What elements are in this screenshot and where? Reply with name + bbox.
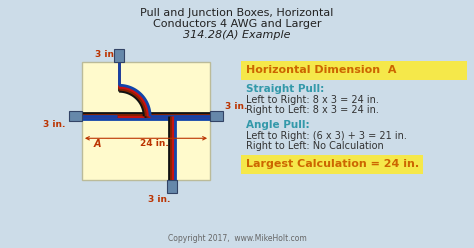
- Text: 24 in.: 24 in.: [140, 139, 168, 148]
- Bar: [82, 62, 210, 180]
- Bar: [210, 111, 223, 121]
- Text: Largest Calculation = 24 in.: Largest Calculation = 24 in.: [246, 159, 419, 169]
- Bar: [69, 111, 82, 121]
- FancyBboxPatch shape: [241, 61, 467, 80]
- Text: 3 in.: 3 in.: [95, 50, 118, 59]
- Text: Right to Left: No Calculation: Right to Left: No Calculation: [246, 141, 384, 151]
- Text: Pull and Junction Boxes, Horizontal: Pull and Junction Boxes, Horizontal: [140, 8, 334, 18]
- Text: Conductors 4 AWG and Larger: Conductors 4 AWG and Larger: [153, 19, 321, 29]
- Text: 3 in.: 3 in.: [43, 120, 65, 129]
- Text: A: A: [94, 139, 101, 149]
- Text: Angle Pull:: Angle Pull:: [246, 120, 310, 130]
- Text: 314.28(A) Example: 314.28(A) Example: [183, 30, 291, 40]
- Text: 3 in.: 3 in.: [225, 102, 247, 111]
- Bar: [114, 49, 124, 62]
- Text: 3 in.: 3 in.: [147, 194, 170, 204]
- Bar: [166, 180, 177, 193]
- FancyBboxPatch shape: [241, 155, 423, 174]
- Text: Left to Right: 8 x 3 = 24 in.: Left to Right: 8 x 3 = 24 in.: [246, 95, 379, 105]
- Text: Horizontal Dimension  A: Horizontal Dimension A: [246, 65, 396, 75]
- Text: Straight Pull:: Straight Pull:: [246, 84, 324, 94]
- Text: Right to Left: 8 x 3 = 24 in.: Right to Left: 8 x 3 = 24 in.: [246, 105, 379, 115]
- Text: Left to Right: (6 x 3) + 3 = 21 in.: Left to Right: (6 x 3) + 3 = 21 in.: [246, 131, 407, 141]
- Text: Copyright 2017,  www.MikeHolt.com: Copyright 2017, www.MikeHolt.com: [168, 234, 306, 243]
